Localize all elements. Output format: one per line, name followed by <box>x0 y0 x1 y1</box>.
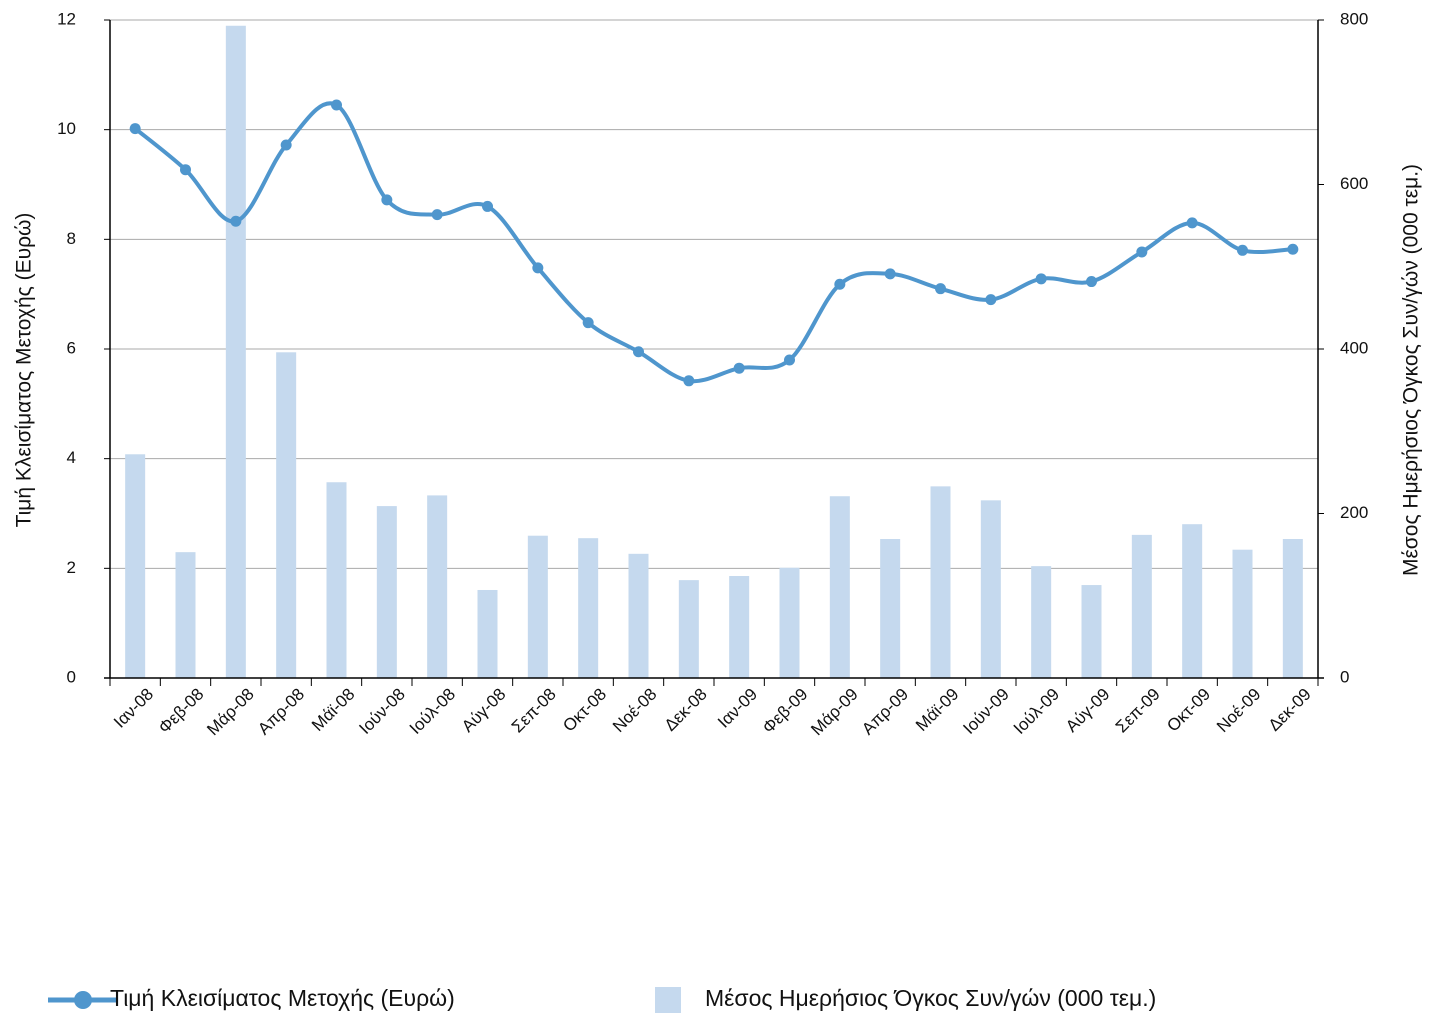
x-tick-label: Απρ-08 <box>254 685 308 739</box>
x-tick-label: Ιούλ-09 <box>1010 685 1063 738</box>
y-axis-title: Τιμή Κλεισίματος Μετοχής (Ευρώ) <box>13 213 36 528</box>
x-tick-label: Σεπ-08 <box>508 685 560 737</box>
x-tick-label: Μάρ-08 <box>203 685 258 740</box>
point <box>633 346 644 358</box>
x-tick-label: Νοέ-08 <box>609 685 661 737</box>
point <box>532 262 544 274</box>
x-tick-label: Φεβ-09 <box>759 685 812 738</box>
y-tick-label: 2 <box>67 558 76 577</box>
bar <box>930 486 951 678</box>
x-tick-label: Μάϊ-09 <box>912 685 962 735</box>
bar <box>880 538 901 678</box>
point <box>1287 243 1299 255</box>
point <box>834 278 846 290</box>
x-tick-label: Απρ-09 <box>858 685 912 739</box>
point <box>482 200 493 212</box>
bar <box>376 506 397 678</box>
point <box>1186 217 1198 229</box>
point <box>1035 273 1047 285</box>
x-tick-label: Φεβ-08 <box>155 685 208 738</box>
legend-label: Μέσος Ημερήσιος Όγκος Συν/γών (000 τεμ.) <box>705 985 1156 1011</box>
point <box>1136 246 1148 258</box>
line <box>133 101 1293 384</box>
point <box>180 164 191 176</box>
y2-tick-label: 400 <box>1340 338 1368 357</box>
x-tick-label: Ιούν-08 <box>355 685 408 738</box>
x-tick-label: Μάϊ-08 <box>308 685 358 735</box>
bar <box>477 589 498 678</box>
bar <box>1031 566 1052 678</box>
bar <box>829 496 850 678</box>
point <box>381 194 393 206</box>
x-tick-label: Οκτ-09 <box>1163 685 1214 736</box>
x-tick-label: Σεπ-09 <box>1112 685 1164 737</box>
x-tick-label: Ιούλ-08 <box>406 685 459 738</box>
x-tick-label: Δεκ-08 <box>661 685 711 735</box>
x-tick-label: Ιαν-09 <box>714 685 761 732</box>
legend-label: Τιμή Κλεισίματος Μετοχής (Ευρώ) <box>110 985 455 1011</box>
point <box>683 375 695 387</box>
bar <box>628 553 649 678</box>
bar <box>980 500 1001 678</box>
bar <box>729 576 750 678</box>
x-tick-label: Οκτ-08 <box>559 685 610 736</box>
point <box>582 317 594 329</box>
x-tick-label: Δεκ-09 <box>1265 685 1315 735</box>
point <box>280 139 292 151</box>
bar <box>1131 534 1152 678</box>
y-tick-label: 4 <box>67 448 76 467</box>
point <box>733 362 745 374</box>
x-tick-label: Μάρ-09 <box>807 685 862 740</box>
y2-tick-label: 200 <box>1340 503 1368 522</box>
x-tick-label: Αύγ-08 <box>458 685 509 736</box>
bar <box>527 535 548 678</box>
legend-marker <box>74 991 92 1009</box>
point <box>1237 244 1248 256</box>
y2-tick-label: 600 <box>1340 174 1368 193</box>
bar <box>1282 538 1303 678</box>
point <box>331 99 342 111</box>
point <box>884 268 896 280</box>
bar <box>1182 524 1203 678</box>
point <box>431 209 443 221</box>
bar <box>125 454 146 678</box>
bar <box>1232 549 1253 678</box>
point <box>784 354 795 366</box>
bar <box>427 495 448 678</box>
bar <box>175 552 196 678</box>
x-tick-label: Νοέ-09 <box>1213 685 1265 737</box>
bar <box>326 482 347 678</box>
bar <box>678 580 699 678</box>
y2-tick-label: 800 <box>1340 9 1368 28</box>
point <box>935 283 946 295</box>
y-tick-label: 6 <box>67 338 76 357</box>
bar <box>225 25 246 678</box>
y2-axis-title: Μέσος Ημερήσιος Όγκος Συν/γών (000 τεμ.) <box>1400 164 1423 576</box>
point <box>1086 276 1097 288</box>
x-tick-label: Ιούν-09 <box>959 685 1012 738</box>
x-tick-label: Ιαν-08 <box>110 685 157 732</box>
y-tick-label: 12 <box>57 9 76 28</box>
y2-tick-label: 0 <box>1340 667 1349 686</box>
bar <box>578 538 599 678</box>
bar <box>779 567 800 678</box>
bar <box>1081 585 1102 678</box>
y-tick-label: 0 <box>67 667 76 686</box>
y-tick-label: 10 <box>57 119 76 138</box>
point <box>230 215 242 227</box>
legend-swatch <box>655 987 681 1013</box>
x-tick-label: Αύγ-09 <box>1062 685 1113 736</box>
point <box>985 294 997 306</box>
point <box>129 123 141 135</box>
y-tick-label: 8 <box>67 229 76 248</box>
bar <box>276 352 297 678</box>
